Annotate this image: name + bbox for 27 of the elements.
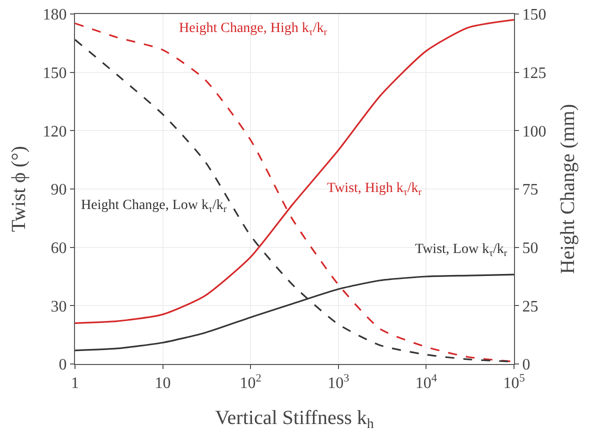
x-tick-label: 10$^{2}$ <box>240 372 262 392</box>
y2-tick-label: 0 <box>522 356 530 374</box>
x-tick-label: 10 <box>154 375 171 392</box>
series-label: Twist, High k$_{τ}$/k$_{r}$ <box>327 181 422 198</box>
y2-tick-label: 100 <box>522 123 546 140</box>
y-axis-title: Twist ϕ (°) <box>8 146 30 232</box>
y2-tick-label: 150 <box>522 6 546 24</box>
series-label: Height Change, High k$_{τ}$/k$_{r}$ <box>179 21 328 38</box>
x-axis-title: Vertical Stiffness k$_{h}$ <box>215 406 374 432</box>
x-tick-label: 10$^{4}$ <box>415 372 438 392</box>
x-tick-label: 10$^{3}$ <box>328 372 350 392</box>
y-tick-label: 150 <box>42 64 67 82</box>
y2-tick-label: 50 <box>522 240 538 257</box>
y2-axis-title: Height Change (mm) <box>557 104 579 274</box>
y2-tick-label: 25 <box>522 298 538 316</box>
y-tick-label: 120 <box>42 123 67 140</box>
y-tick-label: 180 <box>42 6 67 24</box>
x-tick-label: 10$^{5}$ <box>503 372 526 392</box>
y-tick-label: 0 <box>58 356 67 374</box>
series-label: Height Change, Low k$_{τ}$/k$_{r}$ <box>81 198 228 215</box>
y-tick-label: 90 <box>50 182 67 199</box>
y2-tick-label: 125 <box>522 64 546 82</box>
x-tick-label: 1 <box>71 375 79 392</box>
y2-tick-label: 75 <box>522 182 538 199</box>
series-label: Twist, Low k$_{τ}$/k$_{r}$ <box>415 242 508 259</box>
y-tick-label: 60 <box>50 240 67 257</box>
y-tick-label: 30 <box>50 298 67 316</box>
